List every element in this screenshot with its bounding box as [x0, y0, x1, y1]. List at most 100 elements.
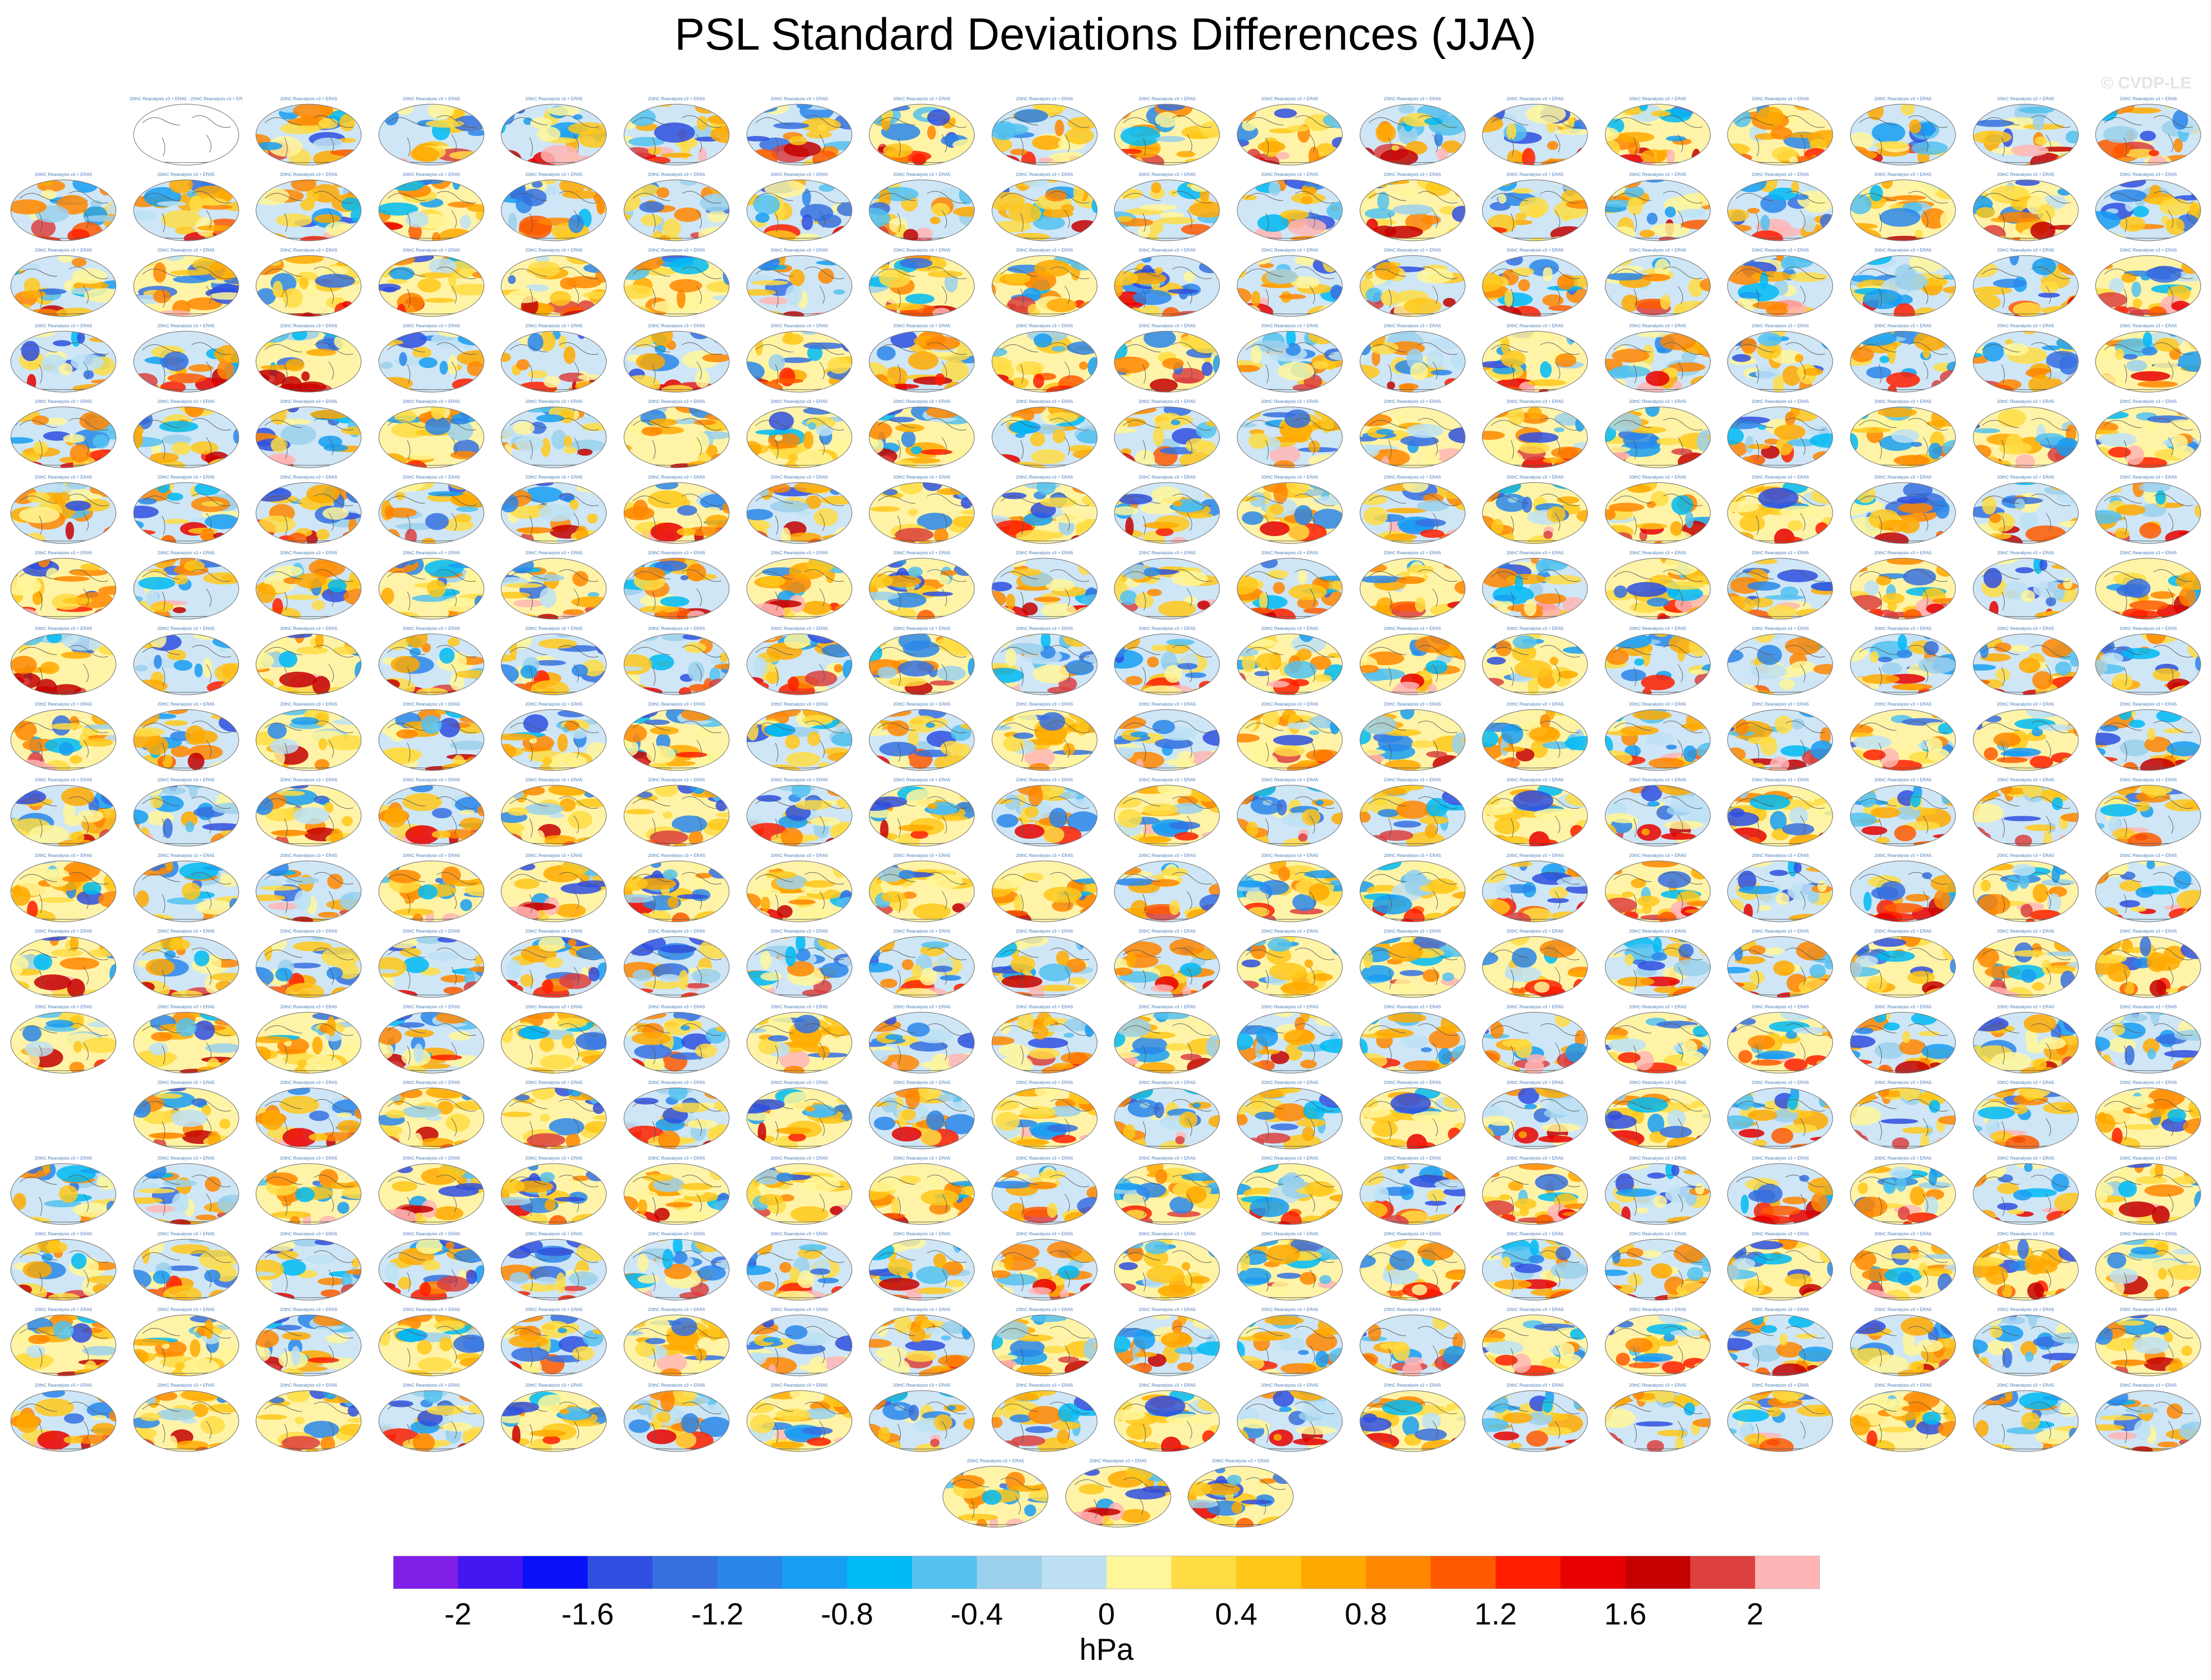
- map-panel: 20thC Reanalysis v3 + ERA5: [7, 777, 120, 852]
- panel-title: 20thC Reanalysis v3 + ERA5: [280, 702, 338, 707]
- colorbar-unit-label: hPa: [1079, 1633, 1134, 1667]
- map-panel: 20thC Reanalysis v3 + ERA5: [1601, 172, 1714, 247]
- panel-title: 20thC Reanalysis v3 + ERA5: [893, 475, 951, 480]
- panel-title: 20thC Reanalysis v3 + ERA5: [1997, 1383, 2054, 1388]
- panel-title: 20thC Reanalysis v3 + ERA5: [525, 96, 583, 101]
- panel-title: 20thC Reanalysis v3 + ERA5: [2120, 550, 2177, 555]
- panel-title: 20thC Reanalysis v3 + ERA5: [648, 626, 706, 631]
- panel-title: 20thC Reanalysis v3 + ERA5: [1016, 475, 1073, 480]
- panel-title: 20thC Reanalysis v3 + ERA5: [2120, 1156, 2177, 1161]
- panel-title: 20thC Reanalysis v3 + ERA5: [1629, 323, 1686, 328]
- map-panel: 20thC Reanalysis v3 + ERA5: [2092, 323, 2205, 398]
- panel-title: 20thC Reanalysis v3 + ERA5: [893, 853, 951, 858]
- panel-title: 20thC Reanalysis v3 + ERA5: [1138, 853, 1196, 858]
- panel-title: 20thC Reanalysis v3 + ERA5: [1138, 96, 1196, 101]
- panel-title: 20thC Reanalysis v3 + ERA5: [1016, 399, 1073, 404]
- map-panel: 20thC Reanalysis v3 + ERA5: [988, 399, 1101, 474]
- panel-title: 20thC Reanalysis v3 + ERA5: [1874, 1156, 1932, 1161]
- panel-title: 20thC Reanalysis v3 + ERA5: [280, 929, 338, 934]
- panel-title: 20thC Reanalysis v3 + ERA5: [280, 1307, 338, 1312]
- panel-title: 20thC Reanalysis v3 + ERA5: [280, 399, 338, 404]
- panel-title: 20thC Reanalysis v3 + ERA5: [402, 1004, 460, 1009]
- map-panel: 20thC Reanalysis v3 + ERA5: [1601, 1156, 1714, 1230]
- map-panel: 20thC Reanalysis v3 + ERA5: [988, 550, 1101, 625]
- map-panel: 20thC Reanalysis v3 + ERA5: [865, 777, 978, 852]
- map-panel: 20thC Reanalysis v3 + ERA5: [1233, 702, 1346, 776]
- map-panel: 20thC Reanalysis v3 + ERA5: [1601, 96, 1714, 171]
- map-panel: 20thC Reanalysis v3 + ERA5: [1846, 1156, 1959, 1230]
- map-panel: 20thC Reanalysis v3 + ERA5: [1233, 172, 1346, 247]
- panel-title: 20thC Reanalysis v3 + ERA5: [157, 777, 215, 782]
- map-panel: 20thC Reanalysis v3 + ERA5: [252, 550, 365, 625]
- map-panel: 20thC Reanalysis v3 + ERA5: [252, 1156, 365, 1230]
- panel-title: 20thC Reanalysis v3 + ERA5: [525, 1156, 583, 1161]
- map-panel: 20thC Reanalysis v3 + ERA5: [1356, 96, 1469, 171]
- panel-title: 20thC Reanalysis v3 + ERA5: [648, 1231, 706, 1236]
- map-panel: 20thC Reanalysis v3 + ERA5: [988, 777, 1101, 852]
- map-panel: 20thC Reanalysis v3 + ERA5: [1969, 399, 2082, 474]
- colorbar-tick-label: 2: [1746, 1597, 1764, 1631]
- map-panel: 20thC Reanalysis v3 + ERA5: [1233, 475, 1346, 549]
- map-panel: 20thC Reanalysis v3 + ERA5: [988, 853, 1101, 928]
- panel-title: 20thC Reanalysis v3 + ERA5: [1629, 1307, 1686, 1312]
- colorbar-swatch: [1236, 1556, 1302, 1589]
- map-panel: 20thC Reanalysis v3 + ERA5: [620, 96, 733, 171]
- panel-title: 20thC Reanalysis v3 + ERA5: [1384, 1004, 1441, 1009]
- map-panel: 20thC Reanalysis v3 + ERA5: [743, 96, 856, 171]
- panel-title: 20thC Reanalysis v3 + ERA5: [1016, 323, 1073, 328]
- map-panel: 20thC Reanalysis v3 + ERA5: [1724, 475, 1837, 549]
- panel-title: 20thC Reanalysis v3 + ERA5: [1997, 248, 2054, 253]
- map-panel: 20thC Reanalysis v3 + ERA5: [743, 777, 856, 852]
- panel-title: 20thC Reanalysis v3 + ERA5: [157, 626, 215, 631]
- panel-title: 20thC Reanalysis v3 + ERA5: [402, 626, 460, 631]
- map-panel: 20thC Reanalysis v3 + ERA5: [7, 399, 120, 474]
- map-panel: 20thC Reanalysis v3 + ERA5: [130, 1004, 243, 1079]
- panel-title: 20thC Reanalysis v3 + ERA5: [1261, 475, 1319, 480]
- panel-title: 20thC Reanalysis v3 + ERA5: [34, 1231, 92, 1236]
- colorbar-swatch: [847, 1556, 912, 1589]
- panel-title: 20thC Reanalysis v3 + ERA5: [1384, 853, 1441, 858]
- panel-title: 20thC Reanalysis v3 + ERA5: [1874, 550, 1932, 555]
- panel-title: 20thC Reanalysis v3 + ERA5: [1261, 248, 1319, 253]
- map-panel: 20thC Reanalysis v3 + ERA5: [1233, 248, 1346, 322]
- panel-title: 20thC Reanalysis v3 + ERA5: [1384, 323, 1441, 328]
- panel-title: 20thC Reanalysis v3 + ERA5: [1138, 1156, 1196, 1161]
- map-panel: 20thC Reanalysis v3 + ERA5: [1356, 702, 1469, 776]
- map-panel: 20thC Reanalysis v3 + ERA5: [620, 626, 733, 701]
- map-panel: 20thC Reanalysis v3 + ERA5: [1846, 702, 1959, 776]
- map-panel: 20thC Reanalysis v3 + ERA5: [939, 1458, 1052, 1533]
- panel-title: 20thC Reanalysis v3 + ERA5: [1752, 777, 1809, 782]
- panel-title: 20thC Reanalysis v3 + ERA5: [34, 1307, 92, 1312]
- panel-title: 20thC Reanalysis v3 + ERA5: [157, 1383, 215, 1388]
- map-panel: 20thC Reanalysis v3 + ERA5: [130, 1231, 243, 1306]
- panel-title: 20thC Reanalysis v3 + ERA5: [1384, 550, 1441, 555]
- panel-title: 20thC Reanalysis v3 + ERA5: [1997, 172, 2054, 177]
- map-panel: 20thC Reanalysis v3 + ERA5: [865, 1231, 978, 1306]
- map-panel: 20thC Reanalysis v3 + ERA5: [2092, 550, 2205, 625]
- panel-title: 20thC Reanalysis v3 + ERA5: [157, 1156, 215, 1161]
- panel-title: 20thC Reanalysis v3 + ERA5: [34, 248, 92, 253]
- panel-title: 20thC Reanalysis v3 + ERA5: [1997, 399, 2054, 404]
- map-panel: 20thC Reanalysis v3 + ERA5: [252, 323, 365, 398]
- map-panel: 20thC Reanalysis v3 + ERA5: [620, 323, 733, 398]
- map-panel: 20thC Reanalysis v3 + ERA5: [865, 853, 978, 928]
- map-panel: 20thC Reanalysis v3 + ERA5: [7, 172, 120, 247]
- map-panel: 20thC Reanalysis v3 + ERA5: [497, 1156, 610, 1230]
- map-panel: 20thC Reanalysis v3 + ERA5: [620, 248, 733, 322]
- map-panel: 20thC Reanalysis v3 + ERA5: [1724, 1231, 1837, 1306]
- panel-title: 20thC Reanalysis v3 + ERA5: [1384, 777, 1441, 782]
- panel-title: 20thC Reanalysis v3 + ERA5: [1752, 96, 1809, 101]
- map-panel: 20thC Reanalysis v3 + ERA5: [1846, 1080, 1959, 1155]
- map-panel: 20thC Reanalysis v3 + ERA5: [1601, 550, 1714, 625]
- panel-title: 20thC Reanalysis v3 + ERA5: [770, 1307, 828, 1312]
- map-panel: 20thC Reanalysis v3 + ERA5: [620, 550, 733, 625]
- panel-title: 20thC Reanalysis v3 + ERA5: [1506, 399, 1564, 404]
- map-panel: 20thC Reanalysis v3 + ERA5: [2092, 475, 2205, 549]
- panel-title: 20thC Reanalysis v3 + ERA5: [525, 1004, 583, 1009]
- map-panel: 20thC Reanalysis v3 + ERA5: [743, 929, 856, 1003]
- map-panel: 20thC Reanalysis v3 + ERA5: [497, 626, 610, 701]
- panel-title: 20thC Reanalysis v3 + ERA5: [1629, 929, 1686, 934]
- map-panel: 20thC Reanalysis v3 + ERA5: [130, 550, 243, 625]
- map-panel: 20thC Reanalysis v3 + ERA5: [1601, 626, 1714, 701]
- map-panel: 20thC Reanalysis v3 + ERA5: [130, 853, 243, 928]
